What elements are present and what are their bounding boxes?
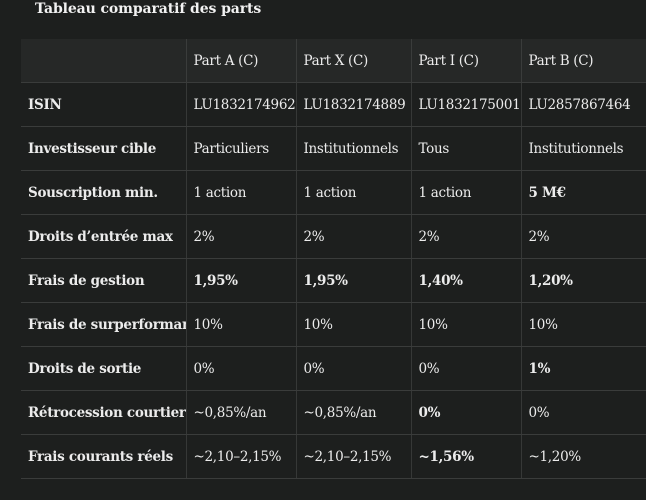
table-cell: ~0,85%/an <box>185 390 296 435</box>
header-cell-part-a: Part A (C) <box>185 39 296 83</box>
table-cell: Institutionnels <box>295 126 411 171</box>
table-cell: 10% <box>520 302 646 347</box>
table-cell: 2% <box>185 214 296 259</box>
table-row: Investisseur cible Particuliers Institut… <box>21 126 646 171</box>
table-cell: 0% <box>295 346 411 391</box>
table-cell: LU1832174962 <box>185 82 296 127</box>
table-cell: 0% <box>410 390 521 435</box>
table-row: Souscription min. 1 action 1 action 1 ac… <box>21 170 646 215</box>
table-cell: 1,95% <box>295 258 411 303</box>
table-cell: LU1832174889 <box>295 82 411 127</box>
table-row: Frais de surperformance 10% 10% 10% 10% <box>21 302 646 347</box>
table-cell: 10% <box>410 302 521 347</box>
table-row: ISIN LU1832174962 LU1832174889 LU1832175… <box>21 82 646 127</box>
row-label: Frais courants réels <box>21 434 186 479</box>
table-cell: 10% <box>185 302 296 347</box>
table-cell: 1 action <box>185 170 296 215</box>
table-cell: 2% <box>295 214 411 259</box>
table-cell: Tous <box>410 126 521 171</box>
header-cell-part-b: Part B (C) <box>520 39 646 83</box>
table-cell: 1,95% <box>185 258 296 303</box>
table-cell: 0% <box>185 346 296 391</box>
row-label: Rétrocession courtier <box>21 390 186 435</box>
row-label: Frais de surperformance <box>21 302 186 347</box>
table-cell: ~1,20% <box>520 434 646 479</box>
row-label: Frais de gestion <box>21 258 186 303</box>
table-cell: 10% <box>295 302 411 347</box>
table-cell: 1 action <box>410 170 521 215</box>
table-cell: 1,40% <box>410 258 521 303</box>
table-cell: 0% <box>410 346 521 391</box>
row-label: ISIN <box>21 82 186 127</box>
table-cell: Particuliers <box>185 126 296 171</box>
table-row: Droits d’entrée max 2% 2% 2% 2% <box>21 214 646 259</box>
header-cell-part-x: Part X (C) <box>295 39 411 83</box>
table-cell: 1,20% <box>520 258 646 303</box>
table-cell: 2% <box>520 214 646 259</box>
table-cell: ~0,85%/an <box>295 390 411 435</box>
header-cell-empty <box>21 39 186 83</box>
table-row: Frais de gestion 1,95% 1,95% 1,40% 1,20% <box>21 258 646 303</box>
table-cell: 1% <box>520 346 646 391</box>
table-cell: 5 M€ <box>520 170 646 215</box>
table-row: Rétrocession courtier ~0,85%/an ~0,85%/a… <box>21 390 646 435</box>
row-label: Souscription min. <box>21 170 186 215</box>
table-cell: 2% <box>410 214 521 259</box>
table-cell: 1 action <box>295 170 411 215</box>
header-row: Part A (C) Part X (C) Part I (C) Part B … <box>21 39 646 83</box>
table-row: Frais courants réels ~2,10–2,15% ~2,10–2… <box>21 434 646 479</box>
table-cell: LU1832175001 <box>410 82 521 127</box>
table-cell: LU2857867464 <box>520 82 646 127</box>
comparison-table: Part A (C) Part X (C) Part I (C) Part B … <box>21 39 646 479</box>
header-cell-part-i: Part I (C) <box>410 39 521 83</box>
table-cell: Institutionnels <box>520 126 646 171</box>
table-cell: ~2,10–2,15% <box>295 434 411 479</box>
comparison-table-container: Part A (C) Part X (C) Part I (C) Part B … <box>21 39 646 479</box>
row-label: Droits de sortie <box>21 346 186 391</box>
table-title: Tableau comparatif des parts <box>35 1 262 17</box>
table-cell: ~2,10–2,15% <box>185 434 296 479</box>
table-row: Droits de sortie 0% 0% 0% 1% <box>21 346 646 391</box>
row-label: Investisseur cible <box>21 126 186 171</box>
row-label: Droits d’entrée max <box>21 214 186 259</box>
table-cell: 0% <box>520 390 646 435</box>
table-cell: ~1,56% <box>410 434 521 479</box>
